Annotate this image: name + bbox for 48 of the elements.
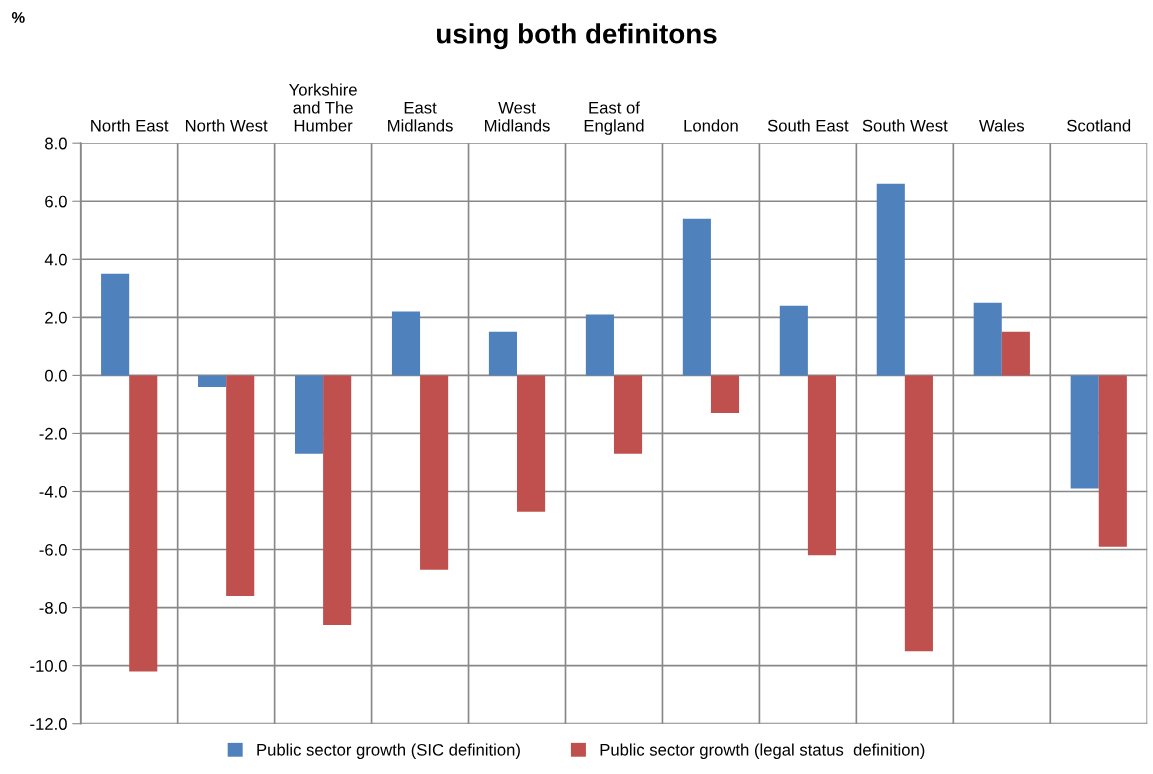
bar [807, 375, 836, 556]
bar [420, 375, 449, 570]
y-tick-label: -10.0 [30, 660, 67, 672]
y-tick-label: -12.0 [30, 718, 67, 730]
bar [323, 375, 352, 625]
legend-label: Public sector growth (SIC definition) [257, 743, 520, 759]
x-tick-label: East of England [584, 101, 644, 135]
bar [682, 218, 711, 376]
x-tick-label: North West [185, 119, 268, 132]
y-axis-title: % [11, 12, 25, 23]
x-tick-label: London [684, 119, 738, 132]
y-tick-label: 4.0 [44, 253, 67, 266]
chart-title: using both definitons [437, 23, 717, 50]
bar [391, 311, 421, 376]
bar [779, 305, 808, 376]
y-tick-label: 0.0 [45, 369, 67, 382]
bar [1070, 375, 1099, 489]
y-tick-label: -2.0 [39, 427, 67, 440]
bar [710, 375, 740, 414]
y-tick-label: -8.0 [39, 601, 67, 614]
y-tick-label: 6.0 [45, 195, 67, 208]
bar [613, 375, 643, 454]
bar [294, 375, 324, 454]
bar [101, 273, 130, 376]
bar [226, 375, 255, 596]
bar [585, 314, 614, 376]
x-tick-label: West Midlands [485, 101, 550, 132]
x-tick-label: Wales [979, 119, 1025, 132]
legend-label: Public sector growth (legal status definition) [600, 743, 925, 759]
bar [973, 302, 1002, 376]
y-tick-label: -6.0 [39, 543, 67, 556]
x-tick-label: North East [91, 119, 169, 132]
x-tick-label: South West [862, 119, 948, 132]
x-tick-label: East Midlands [388, 101, 453, 132]
y-tick-label: 8.0 [45, 137, 67, 150]
x-tick-label: Scotland [1067, 119, 1131, 132]
bar [517, 375, 546, 512]
y-tick-label: 2.0 [45, 311, 67, 324]
bar [1098, 375, 1127, 547]
bar [904, 375, 933, 652]
x-tick-label: Yorkshire and The Humber [289, 83, 357, 132]
bar [876, 183, 905, 376]
bar [488, 331, 518, 376]
y-tick-label: -4.0 [39, 485, 67, 498]
bar [198, 375, 227, 387]
x-tick-label: South East [767, 119, 849, 132]
bar [1001, 331, 1030, 376]
bar [129, 375, 158, 672]
